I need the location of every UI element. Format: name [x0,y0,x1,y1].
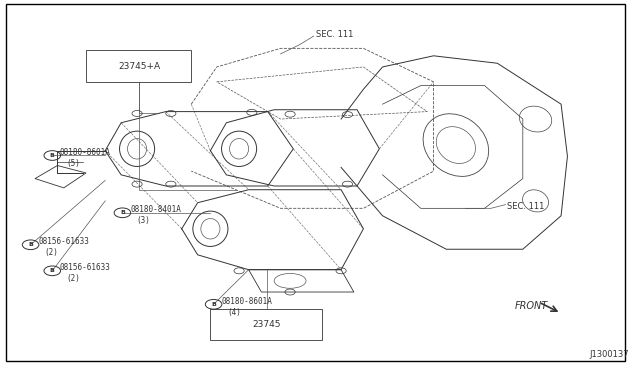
Text: (2): (2) [45,248,58,257]
Text: B: B [211,302,216,307]
Text: 08180-8401A: 08180-8401A [130,205,181,214]
Text: FRONT: FRONT [515,301,548,311]
Text: SEC. 111: SEC. 111 [507,202,544,211]
Text: 23745+A: 23745+A [118,62,160,71]
Text: B: B [50,268,54,273]
Text: (3): (3) [136,217,150,225]
Text: 08156-61633: 08156-61633 [38,237,89,246]
Text: B: B [28,242,33,247]
Bar [86,50,191,82]
Text: (2): (2) [67,275,80,283]
Text: 08156-61633: 08156-61633 [60,263,111,272]
Text: B: B [50,153,54,158]
Text: 23745: 23745 [252,320,281,329]
Text: 08180-8601A: 08180-8601A [60,148,111,157]
Text: B: B [120,210,125,215]
Text: SEC. 111: SEC. 111 [316,30,353,39]
Text: (4): (4) [228,308,241,317]
Text: J1300137: J1300137 [589,350,629,359]
Bar [211,309,322,340]
Text: (5): (5) [67,159,80,168]
Text: 08180-8601A: 08180-8601A [221,297,272,306]
